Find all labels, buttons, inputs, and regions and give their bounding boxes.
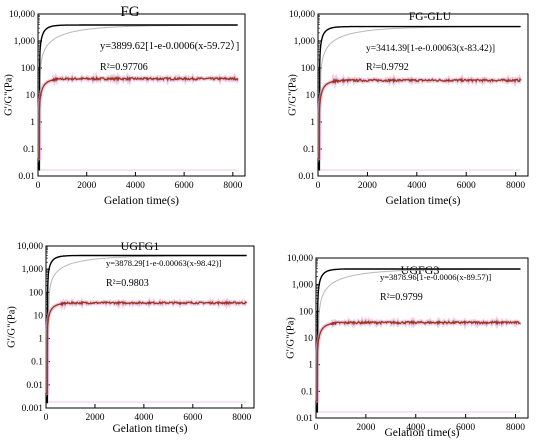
loss-modulus-noise (46, 299, 247, 394)
y-tick-label: 0.01 (26, 381, 43, 391)
x-tick-label: 6000 (456, 423, 475, 433)
x-tick-label: 6000 (183, 413, 202, 423)
fit-equation: y=3878.29[1-e-0.00063(x-98.42)] (106, 258, 222, 268)
y-tick-label: 1,000 (294, 37, 316, 47)
y-tick-label: 0.1 (301, 387, 313, 397)
loss-modulus-line (38, 76, 239, 159)
plot-frame (317, 13, 529, 177)
x-axis-label: Gelation time(s) (104, 195, 179, 207)
y-axis-label: G'/G"(Pa) (4, 74, 15, 116)
y-axis-label: G'/G"(Pa) (7, 306, 18, 348)
x-tick-label: 8000 (223, 181, 242, 191)
x-tick-label: 6000 (175, 181, 194, 191)
loss-modulus-line (318, 77, 521, 159)
y-tick-label: 10,000 (9, 10, 35, 20)
y-tick-label: 10 (306, 91, 316, 101)
y-tick-label: 0.1 (23, 145, 35, 155)
x-tick-label: 0 (36, 181, 41, 191)
plot-frame (315, 257, 529, 419)
x-tick-label: 8000 (232, 413, 251, 423)
x-tick-label: 6000 (457, 181, 476, 191)
x-tick-label: 0 (44, 413, 49, 423)
x-tick-label: 2000 (356, 423, 375, 433)
fit-equation: y=3414.39[1-e-0.00063(x-83.42)] (366, 43, 495, 54)
y-tick-label: 0.1 (31, 358, 43, 368)
y-tick-label: 10,000 (289, 10, 315, 20)
panel-fg: 0.01 0.1 1 10 100 1,000 10,000 0 2000 4000 6000 800… (4, 4, 246, 207)
x-tick-label: 2000 (77, 181, 96, 191)
y-tick-label: 1,000 (14, 37, 36, 47)
y-tick-label: 0.01 (18, 172, 35, 182)
y-axis-label: G'/G"(Pa) (286, 317, 297, 359)
y-tick-label: 10 (304, 334, 314, 344)
y-tick-label: 0.1 (303, 145, 315, 155)
x-tick-label: 4000 (126, 181, 145, 191)
loss-modulus-halo (315, 315, 522, 403)
loss-modulus-halo (37, 71, 240, 161)
r-squared: R²=0.97706 (100, 62, 148, 73)
panel-title: UGFG1 (121, 239, 160, 253)
x-tick-label: 2000 (85, 413, 104, 423)
y-tick-label: 100 (21, 64, 36, 74)
fit-equation: y=3878.96[1-e-0.0006(x-89.57)] (380, 272, 491, 282)
x-axis-label: Gelation time(s) (112, 423, 187, 435)
plot-frame (45, 245, 255, 409)
y-tick-label: 100 (299, 307, 314, 317)
x-tick-label: 8000 (506, 181, 525, 191)
y-tick-label: 1,000 (22, 265, 44, 275)
x-tick-label: 4000 (134, 413, 153, 423)
storage-modulus-line (315, 268, 521, 413)
loss-modulus-noise (318, 76, 522, 160)
x-tick-label: 0 (314, 423, 319, 433)
fit-equation: y=3899.62[1-e-0.0006(x-59.72）] (100, 40, 239, 52)
x-axis-label: Gelation time(s) (385, 195, 460, 207)
loss-modulus-line (46, 300, 247, 394)
x-tick-label: 4000 (407, 181, 426, 191)
y-axis-label: G'/G"(Pa) (288, 74, 299, 116)
y-tick-label: 1 (38, 335, 43, 345)
y-tick-label: 10 (26, 91, 36, 101)
y-tick-label: 0.001 (22, 404, 44, 414)
y-tick-label: 0.01 (298, 172, 315, 182)
x-tick-label: 8000 (506, 423, 525, 433)
y-tick-label: 100 (301, 64, 316, 74)
panel-fg-glu: 0.01 0.1 1 10 100 1,000 10,000 0 2000 4000 6000 800… (288, 10, 529, 207)
loss-modulus-noise (38, 75, 239, 160)
y-tick-label: 1 (310, 118, 315, 128)
loss-modulus-noise (316, 319, 521, 402)
y-tick-label: 10,000 (287, 254, 313, 264)
fit-curve (319, 26, 521, 105)
r-squared: R²=0.9792 (366, 62, 409, 73)
plot-frame (37, 13, 246, 177)
x-tick-label: 2000 (358, 181, 377, 191)
loss-modulus-halo (317, 72, 523, 161)
r-squared: R²=0.9803 (106, 278, 149, 289)
storage-modulus-line (37, 24, 238, 171)
panel-title: FG-GLU (409, 11, 452, 23)
panel-ugfg1: 0.001 0.01 0.1 1 10 100 1,000 10,000 0 2000 4000 60… (7, 239, 255, 435)
x-tick-label: 0 (316, 181, 321, 191)
y-tick-label: 100 (29, 288, 44, 298)
x-axis-label: Gelation time(s) (384, 427, 459, 439)
y-tick-label: 10 (34, 311, 44, 321)
loss-modulus-halo (45, 296, 248, 395)
r-squared: R²=0.9799 (380, 292, 423, 303)
storage-modulus-line (317, 25, 521, 171)
y-tick-label: 0.01 (296, 414, 313, 424)
storage-modulus-line (45, 254, 247, 404)
panel-ugfg3: 0.01 0.1 1 10 100 1,000 10,000 0 2000 4000 6000 800… (286, 254, 529, 439)
loss-modulus-line (316, 320, 521, 402)
y-tick-label: 10,000 (17, 242, 43, 252)
panel-title: FG (120, 4, 139, 20)
y-tick-label: 1 (308, 361, 313, 371)
y-tick-label: 1,000 (292, 281, 314, 291)
x-tick-label: 4000 (406, 423, 425, 433)
y-tick-label: 1 (30, 118, 35, 128)
